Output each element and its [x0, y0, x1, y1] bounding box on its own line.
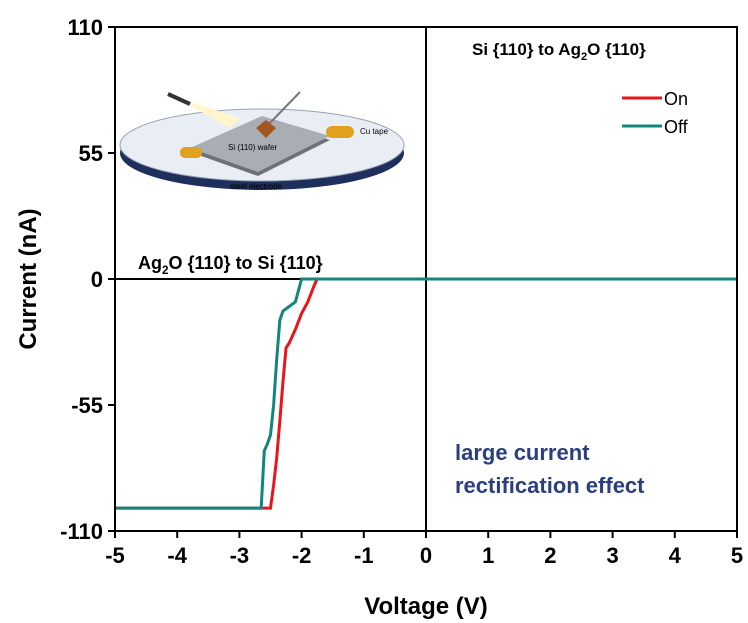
legend-label: On [664, 89, 688, 109]
annotation-part: 2 [162, 264, 169, 277]
x-tick-label: 4 [669, 543, 682, 568]
y-tick-label: 55 [79, 141, 103, 166]
x-tick-label: 5 [731, 543, 743, 568]
x-tick-label: 3 [606, 543, 618, 568]
inset-label: Cu tape [360, 127, 389, 136]
inset-diagram: Cu tape Si (110) wafer steel electrode [119, 91, 405, 191]
x-tick-label: -5 [105, 543, 125, 568]
y-tick-label: -55 [71, 393, 103, 418]
y-tick-label: 0 [91, 267, 103, 292]
x-axis-label: Voltage (V) [364, 593, 488, 620]
annotation-part: 2 [581, 51, 587, 63]
x-tick-label: -3 [230, 543, 250, 568]
y-axis-label: Current (nA) [15, 208, 42, 349]
annotation-part: O {110} to Si {110} [169, 253, 323, 273]
annotation-part: O {110} [587, 40, 646, 59]
inset-label: steel electrode [230, 182, 283, 191]
x-tick-label: -4 [167, 543, 187, 568]
annotation: rectification effect [455, 473, 645, 498]
y-tick-label: 110 [68, 15, 104, 40]
x-tick-label: -1 [354, 543, 374, 568]
legend-label: Off [664, 117, 689, 137]
annotation: Ag2O {110} to Si {110} [138, 253, 323, 277]
annotation-part: Ag [138, 253, 162, 273]
data-line [115, 277, 737, 510]
y-tick-label: -110 [60, 519, 103, 544]
data-line [115, 277, 737, 510]
x-tick-label: 0 [420, 543, 432, 568]
x-tick-label: -2 [292, 543, 312, 568]
x-tick-label: 2 [544, 543, 556, 568]
inset-label: Si (110) wafer [228, 143, 278, 152]
annotation-part: Si {110} to Ag [472, 40, 581, 59]
annotation: Si {110} to Ag2O {110} [472, 40, 646, 63]
x-tick-label: 1 [482, 543, 494, 568]
annotation: large current [455, 440, 590, 465]
